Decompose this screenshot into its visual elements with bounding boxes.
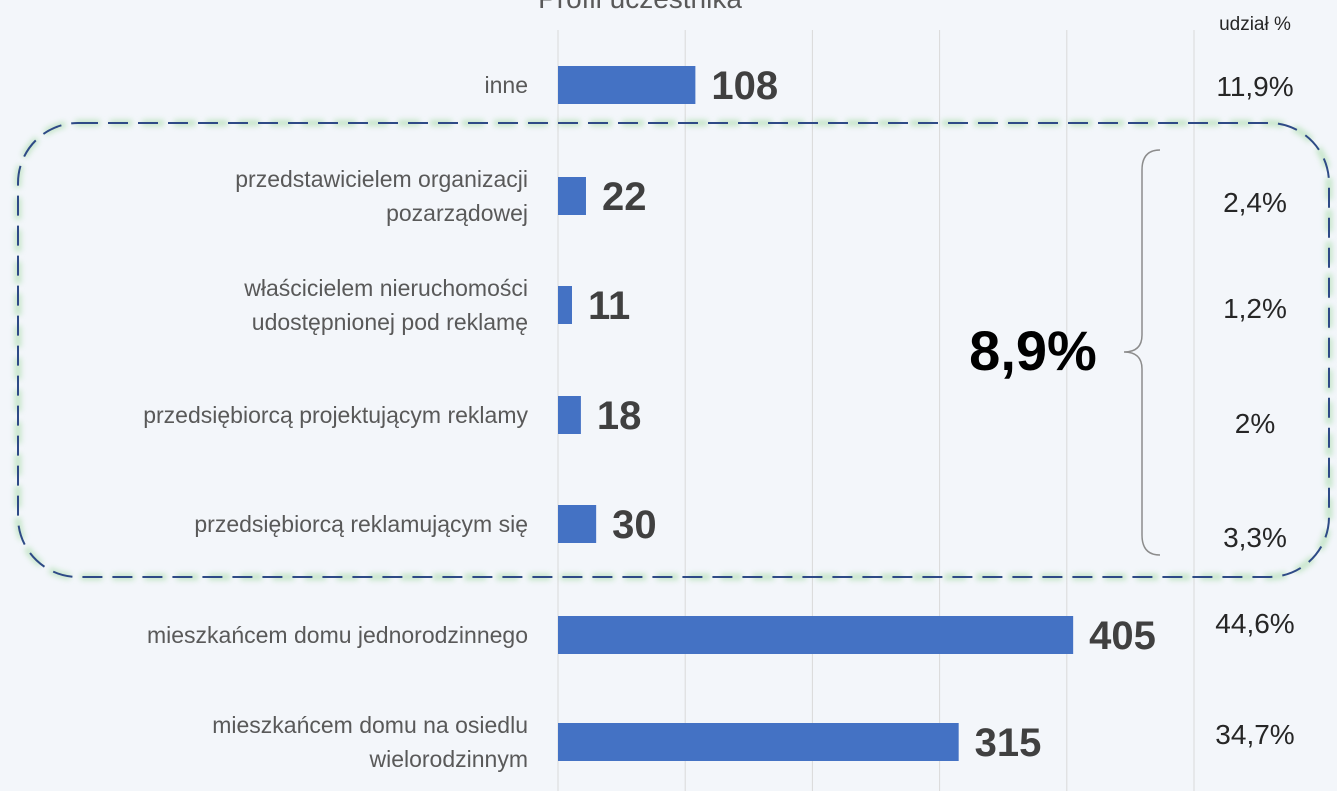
bar [558, 286, 572, 324]
brace [1123, 149, 1161, 556]
share-label: 1,2% [1223, 293, 1287, 324]
category-label: przedsiębiorcą reklamującym się [194, 511, 528, 537]
bar [558, 723, 959, 761]
bar [558, 396, 581, 434]
group-annotation: 8,9% [969, 319, 1097, 382]
value-label: 18 [597, 394, 642, 438]
share-label: 3,3% [1223, 522, 1287, 553]
bar [558, 505, 597, 543]
grid [557, 30, 1195, 791]
group-outline [17, 122, 1330, 578]
bar [558, 616, 1074, 654]
share-label: 11,9% [1216, 71, 1293, 102]
share-header: udział % [1219, 14, 1291, 35]
share-label: 2% [1235, 408, 1275, 439]
value-label: 11 [588, 284, 630, 328]
category-label: przedstawicielem organizacji pozarządowej [235, 166, 528, 226]
value-label: 315 [975, 721, 1042, 765]
category-label: właścicielem nieruchomości udostępnionej … [243, 275, 528, 335]
bar [558, 177, 586, 215]
value-label: 405 [1089, 614, 1156, 658]
category-label: mieszkańcem domu na osiedlu wielorodzinny… [212, 712, 528, 772]
share-label: 44,6% [1215, 608, 1294, 639]
category-label: przedsiębiorcą projektującym reklamy [143, 402, 528, 428]
share-label: 2,4% [1223, 187, 1287, 218]
category-label: inne [485, 72, 528, 98]
category-label: mieszkańcem domu jednorodzinnego [147, 622, 528, 648]
value-label: 108 [711, 64, 778, 108]
bar [558, 66, 696, 104]
chart-title: Profil uczestnika [538, 0, 742, 14]
value-label: 22 [602, 175, 647, 219]
share-label: 34,7% [1215, 719, 1294, 750]
value-label: 30 [612, 503, 657, 547]
